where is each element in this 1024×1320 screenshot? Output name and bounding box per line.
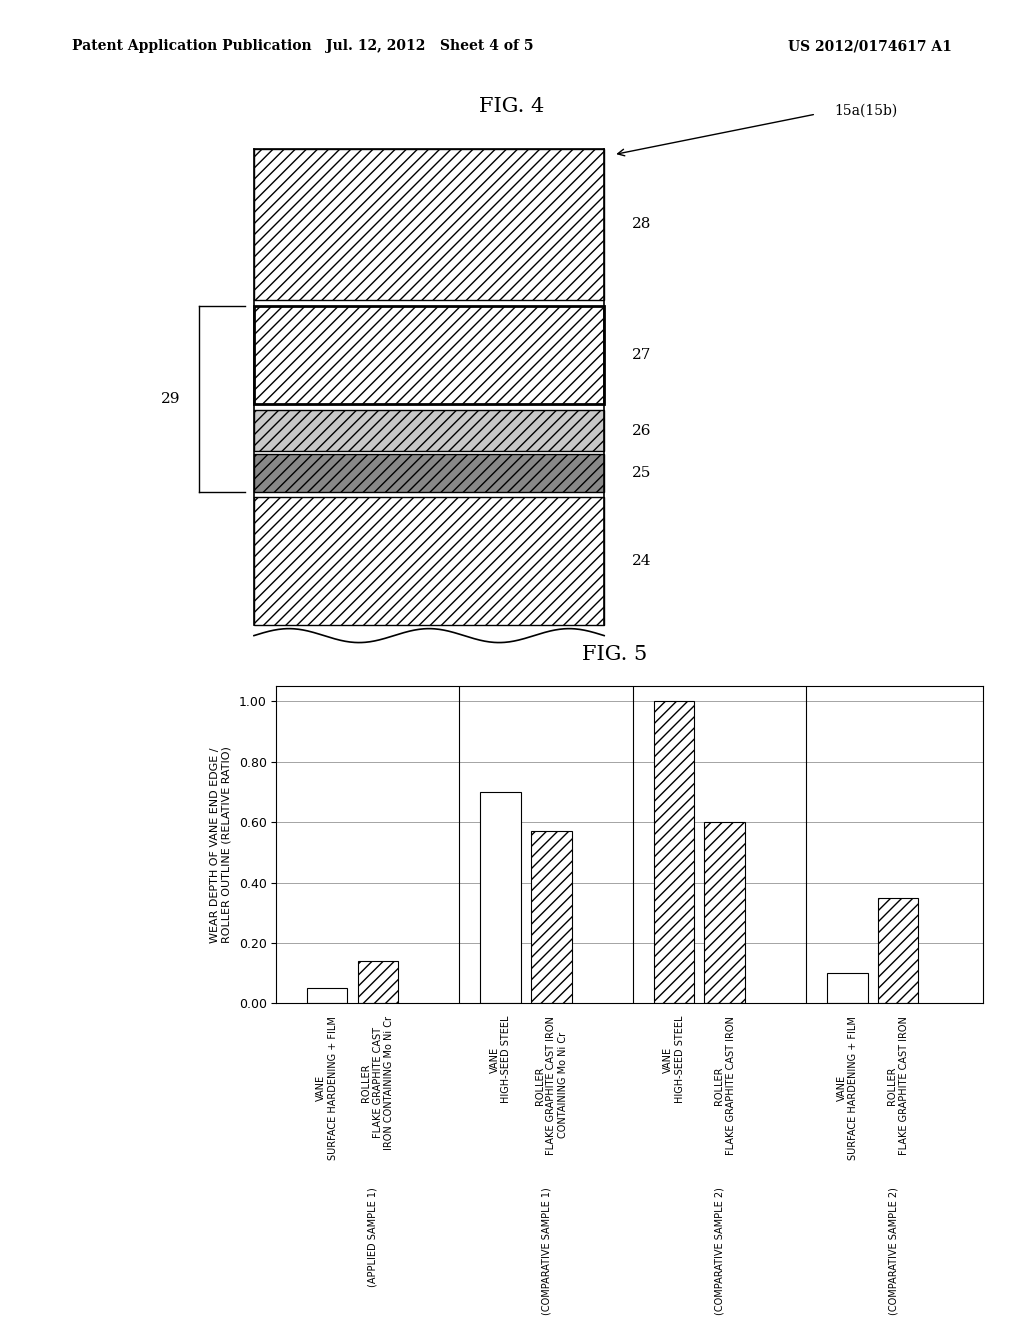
Text: ROLLER
FLAKE GRAPHITE CAST
IRON CONTAINING Mo Ni Cr: ROLLER FLAKE GRAPHITE CAST IRON CONTAINI… [361,1016,394,1150]
Bar [254,149,604,300]
Text: 27: 27 [632,348,651,362]
Bar [531,832,571,1003]
Text: (APPLIED SAMPLE 1): (APPLIED SAMPLE 1) [368,1187,378,1287]
Text: (COMPARATIVE SAMPLE 2): (COMPARATIVE SAMPLE 2) [715,1187,725,1315]
Bar [357,961,398,1003]
Text: (COMPARATIVE SAMPLE 1): (COMPARATIVE SAMPLE 1) [542,1187,551,1315]
Bar [254,411,604,451]
Text: 29: 29 [161,392,180,405]
Text: VANE
SURFACE HARDENING + FILM: VANE SURFACE HARDENING + FILM [316,1016,338,1160]
Bar [480,792,521,1003]
Bar [705,822,745,1003]
Text: VANE
HIGH-SEED STEEL: VANE HIGH-SEED STEEL [664,1016,685,1104]
Text: 25: 25 [632,466,651,479]
Text: US 2012/0174617 A1: US 2012/0174617 A1 [788,40,952,53]
Text: FIG. 5: FIG. 5 [582,645,647,664]
Bar [878,898,919,1003]
Text: (COMPARATIVE SAMPLE 2): (COMPARATIVE SAMPLE 2) [888,1187,898,1315]
Text: ROLLER
FLAKE GRAPHITE CAST IRON: ROLLER FLAKE GRAPHITE CAST IRON [714,1016,735,1155]
Bar [653,701,694,1003]
Text: VANE
HIGH-SEED STEEL: VANE HIGH-SEED STEEL [489,1016,511,1104]
Text: ROLLER
FLAKE GRAPHITE CAST IRON
CONTAINING Mo Ni Cr: ROLLER FLAKE GRAPHITE CAST IRON CONTAINI… [535,1016,568,1155]
Y-axis label: WEAR DEPTH OF VANE END EDGE /
ROLLER OUTLINE (RELATIVE RATIO): WEAR DEPTH OF VANE END EDGE / ROLLER OUT… [210,746,231,944]
Text: ROLLER
FLAKE GRAPHITE CAST IRON: ROLLER FLAKE GRAPHITE CAST IRON [888,1016,909,1155]
Text: 15a(15b): 15a(15b) [835,104,898,119]
Bar [254,454,604,491]
Bar [254,306,604,404]
Bar [307,989,347,1003]
Text: Patent Application Publication: Patent Application Publication [72,40,311,53]
Text: Jul. 12, 2012   Sheet 4 of 5: Jul. 12, 2012 Sheet 4 of 5 [327,40,534,53]
Bar [827,973,867,1003]
Text: VANE
SURFACE HARDENING + FILM: VANE SURFACE HARDENING + FILM [837,1016,858,1160]
Text: 26: 26 [632,424,651,438]
Bar [254,498,604,626]
Text: 28: 28 [632,218,651,231]
Text: FIG. 4: FIG. 4 [479,96,545,116]
Text: 24: 24 [632,554,651,569]
